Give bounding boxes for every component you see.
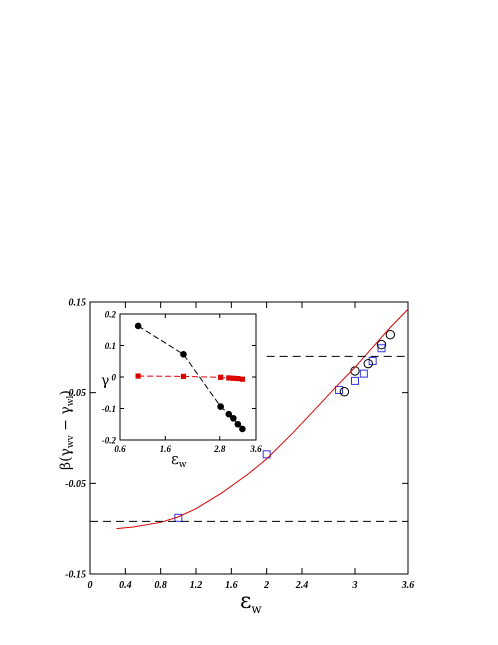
data-point-circle [376,339,387,350]
x-tick-label: 0.6 [114,444,126,454]
data-point-filled-square [235,375,241,382]
main-x-axis-label: εw [240,589,262,616]
data-point-filled-square [218,374,224,380]
x-tick-label: 0 [88,580,93,591]
x-tick-label: 2 [263,580,269,591]
data-point-filled-circle [217,403,224,410]
y-tick-label: 0.1 [105,341,116,351]
main-x-axis-label-sub: w [251,602,262,616]
data-point-square [335,385,344,394]
data-point-circle [339,387,350,397]
x-tick-label: 0.8 [154,580,167,591]
data-point-square [377,344,386,353]
data-point-circle [363,358,373,369]
inset-ticks: 0.6 1.6 2.8 3.6 0.2 0.1 0 -0.1 -0.2 [102,310,262,455]
y-tick-label: -0.15 [65,570,86,581]
x-tick-label: 3.6 [401,580,415,591]
data-point-filled-square [180,373,187,379]
x-tick-label: 3.6 [249,444,262,454]
inset-y-axis-label: γ [101,373,109,389]
x-tick-label: 2.8 [213,444,226,454]
fit-curve [116,308,409,530]
data-point-filled-circle [239,425,246,433]
x-tick-label: 1.2 [190,580,203,591]
data-point-filled-circle [230,414,237,422]
main-y-axis-label: β(γwv − γwl) [58,390,76,470]
data-point-circle [385,329,396,340]
main-ticks: 0 0.4 0.8 1.2 1.6 2 2.4 3 3.6 -0.15 -0.05 0.05 0.15 [65,298,414,592]
data-point-square [359,369,368,378]
data-point-filled-square [226,375,232,381]
data-point-filled-circle [234,420,242,428]
x-tick-label: 3 [352,580,358,591]
inset-series [134,322,246,433]
data-point-square [351,376,359,385]
y-tick-label: -0.2 [102,436,117,446]
data-point-filled-square [230,375,236,381]
inset-x-axis-label: εw [171,450,187,470]
y-tick-label: 0.2 [105,310,117,320]
x-tick-label: 0.4 [119,580,132,591]
y-tick-label: 0 [112,373,117,383]
y-tick-label: 0.05 [69,388,87,399]
main-series [90,308,409,530]
data-point-filled-square [239,376,245,382]
y-tick-label: -0.1 [102,404,116,414]
main-plot-frame [89,301,409,575]
x-tick-label: 2.4 [295,580,309,591]
data-point-filled-circle [134,322,142,330]
data-point-filled-circle [225,410,233,418]
y-tick-label: 0.15 [69,298,87,309]
x-tick-label: 1.6 [160,444,172,454]
y-tick-label: -0.05 [65,479,86,490]
x-tick-label: 1.6 [225,580,238,591]
data-point-filled-circle [180,351,187,358]
data-point-filled-square [135,373,141,379]
data-point-square [262,450,271,459]
